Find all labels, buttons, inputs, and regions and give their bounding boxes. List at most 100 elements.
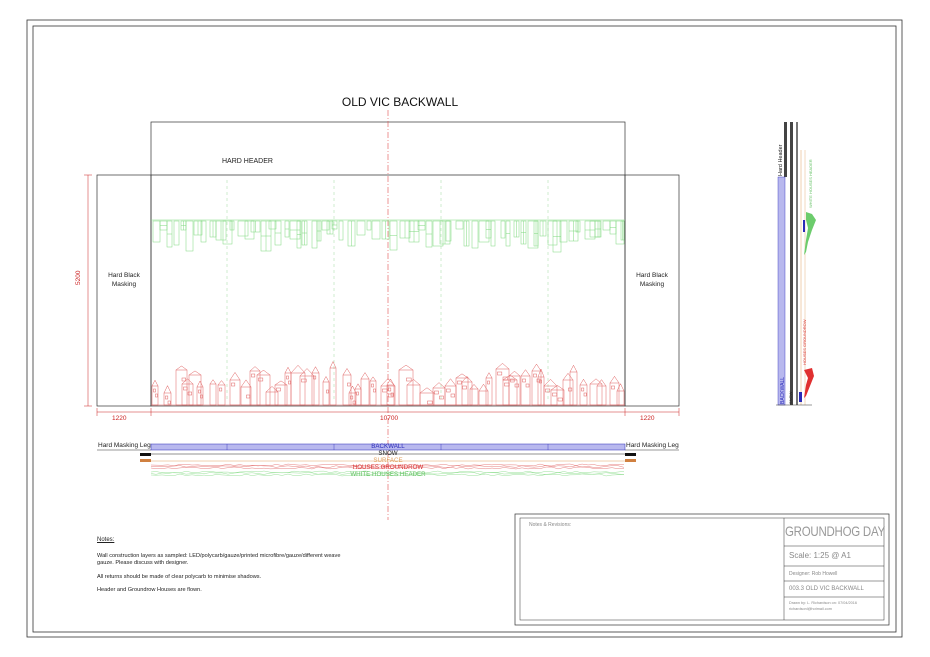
house-line: [369, 380, 377, 406]
house-line: [256, 374, 271, 406]
house-line: [609, 382, 620, 406]
house-line: [240, 379, 252, 388]
drawing-title: OLD VIC BACKWALL: [341, 95, 459, 109]
house-line: [246, 394, 251, 399]
plan-layer-houses-header: WHITE HOUSES HEADER: [350, 471, 426, 478]
house-line: [229, 379, 241, 406]
house-line: [388, 387, 392, 392]
house-line: [209, 383, 217, 406]
house-line: [322, 381, 330, 406]
drawing-number: 003.3 OLD VIC BACKWALL: [789, 586, 864, 592]
house-line: [609, 375, 620, 384]
white-houses-header-art: [151, 219, 625, 253]
house-line: [406, 384, 421, 406]
house-line: [338, 220, 344, 241]
house-line: [175, 365, 188, 371]
house-line: [469, 388, 479, 406]
house-line: [450, 393, 455, 398]
house-line: [504, 382, 510, 387]
house-line: [419, 387, 435, 394]
house-line: [249, 366, 261, 372]
house-line: [557, 397, 563, 402]
house-line: [251, 373, 256, 378]
house-line: [539, 379, 542, 384]
house-line: [200, 394, 203, 399]
house-line: [153, 388, 156, 393]
house-line: [196, 380, 204, 388]
house-line: [461, 381, 473, 406]
right-width-label: 1220: [640, 415, 655, 422]
house-line: [217, 380, 226, 386]
show-title: GROUNDHOG DAY: [785, 523, 885, 539]
house-line: [478, 390, 489, 406]
inner-border: [32, 25, 897, 633]
left-leg-label: Hard Masking Leg: [98, 442, 151, 449]
guide-lines: [226, 180, 549, 400]
house-line: [181, 383, 194, 406]
house-line: [398, 364, 414, 371]
house-line: [386, 378, 395, 386]
house-line: [510, 378, 515, 383]
house-line: [531, 370, 542, 406]
house-line: [301, 378, 307, 383]
houses-groundrow-art: [151, 360, 625, 406]
house-line: [495, 368, 510, 406]
house-line: [527, 220, 539, 249]
house-line: [478, 220, 490, 243]
house-line: [520, 369, 531, 377]
house-line: [427, 400, 433, 405]
house-line: [562, 379, 574, 406]
house-line: [196, 386, 204, 406]
house-line: [434, 390, 439, 395]
house-line: [579, 378, 588, 386]
house-line: [547, 220, 558, 246]
house-line: [371, 220, 381, 240]
house-line: [231, 382, 236, 387]
plan-houses-header: [150, 470, 625, 477]
house-line: [432, 382, 446, 389]
house-line: [583, 392, 587, 397]
house-line: [611, 385, 615, 390]
notes-section: Notes: Wall construction layers as sampl…: [97, 537, 357, 601]
house-line: [497, 371, 503, 376]
house-line: [616, 390, 625, 406]
house-line: [380, 378, 396, 387]
house-line: [495, 363, 510, 370]
note-line: All returns should be made of clear poly…: [97, 573, 262, 580]
house-line: [150, 472, 625, 475]
house-line: [286, 375, 289, 380]
scale-label: Scale: 1:25 @ A1: [789, 551, 851, 560]
house-line: [258, 377, 264, 382]
house-line: [185, 220, 194, 252]
house-line: [398, 369, 414, 406]
house-line: [311, 366, 320, 374]
house-line: [198, 389, 201, 394]
house-line: [471, 220, 479, 249]
house-line: [249, 370, 261, 406]
house-line: [150, 473, 625, 477]
house-line: [390, 392, 394, 397]
house-line: [342, 374, 352, 406]
house-line: [596, 379, 607, 387]
section-groundrow-label: HOUSES GROUNDROW: [802, 319, 807, 365]
section-header-bar-1: [784, 122, 787, 177]
house-line: [439, 395, 444, 400]
house-line: [371, 383, 374, 388]
house-line: [276, 387, 281, 392]
house-line: [288, 380, 291, 385]
house-line: [366, 220, 372, 231]
house-line: [455, 373, 469, 379]
email: richardsonl@hotmail.com: [789, 607, 832, 611]
house-line: [181, 378, 194, 385]
house-line: [165, 395, 169, 400]
house-line: [419, 392, 435, 406]
hard-header-label: HARD HEADER: [222, 158, 273, 165]
house-line: [321, 220, 330, 231]
notes-revisions-label: Notes & Revisions:: [529, 522, 572, 528]
house-line: [444, 378, 457, 387]
house-line: [356, 220, 366, 236]
house-line: [187, 391, 192, 396]
plan-layer-groundrow: HOUSES GROUNDROW: [352, 464, 424, 471]
house-line: [274, 384, 288, 406]
